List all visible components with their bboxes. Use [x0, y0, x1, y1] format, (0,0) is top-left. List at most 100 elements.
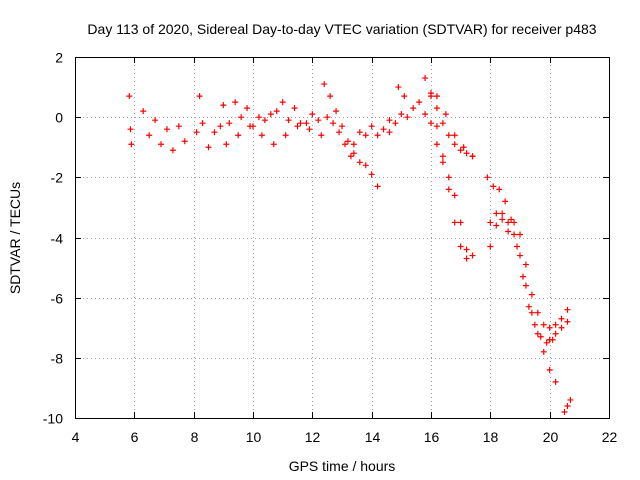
data-point [347, 153, 354, 160]
data-point [451, 192, 458, 199]
data-point [404, 114, 411, 121]
data-point [540, 321, 547, 328]
data-point [306, 126, 313, 133]
x-tick-label: 18 [483, 429, 499, 445]
data-point [392, 120, 399, 127]
series-arc-12 [433, 93, 476, 160]
series-arc-2 [223, 123, 325, 148]
data-point [199, 120, 206, 127]
data-point [223, 141, 230, 148]
data-point [451, 219, 458, 226]
data-point [291, 105, 298, 112]
data-point [484, 174, 491, 181]
data-point [517, 252, 523, 259]
data-point [140, 108, 147, 115]
data-point [442, 111, 449, 118]
y-tick-label: -10 [43, 411, 63, 427]
data-point [368, 171, 375, 178]
data-point [433, 93, 440, 100]
data-point [416, 99, 423, 106]
data-point [463, 150, 470, 157]
data-point [315, 117, 322, 124]
series-arc-16 [546, 318, 571, 343]
data-point [505, 228, 512, 235]
x-axis-label: GPS time / hours [289, 458, 396, 474]
data-point [386, 117, 393, 124]
data-point [564, 318, 571, 325]
data-point [490, 183, 497, 190]
x-tick-label: 22 [602, 429, 618, 445]
data-point [558, 315, 565, 322]
data-point [422, 111, 429, 118]
data-point [433, 141, 440, 148]
data-point [433, 105, 440, 112]
data-point [193, 129, 200, 136]
data-point [428, 120, 434, 127]
data-point [146, 132, 153, 139]
data-point [232, 99, 239, 106]
data-point [279, 99, 286, 106]
data-point [356, 159, 363, 166]
data-point [511, 231, 518, 238]
y-tick-label: -4 [51, 231, 64, 247]
data-point [380, 126, 387, 133]
data-point [158, 141, 165, 148]
data-point [564, 402, 571, 409]
series-segment-1 [126, 93, 135, 148]
data-point [552, 378, 559, 385]
y-tick-label: -6 [51, 291, 64, 307]
data-point [330, 120, 337, 127]
data-point [196, 93, 203, 100]
data-point [205, 144, 212, 151]
data-point [368, 123, 375, 130]
data-points [126, 75, 574, 415]
data-point [309, 111, 316, 118]
data-point [398, 111, 405, 118]
data-point [285, 117, 292, 124]
series-arc-9 [422, 75, 476, 262]
data-point [517, 231, 523, 238]
y-tick-label: 0 [55, 110, 63, 126]
series-arc-13 [484, 174, 556, 346]
data-point [217, 123, 224, 130]
data-point [451, 141, 458, 148]
data-point [362, 162, 369, 169]
y-axis-label: SDTVAR / TECUs [7, 182, 23, 294]
data-point [499, 210, 506, 217]
y-tick-label: 2 [55, 50, 63, 66]
data-point [211, 129, 218, 136]
data-point [439, 159, 446, 166]
data-point [457, 219, 464, 226]
data-point [350, 141, 357, 148]
data-point [422, 75, 429, 82]
data-point [505, 219, 512, 226]
data-point [333, 108, 340, 115]
series-arc-4 [321, 81, 381, 190]
data-point [235, 132, 242, 139]
axis-ticks [75, 57, 610, 419]
data-point [552, 330, 559, 337]
series-arc-5 [324, 114, 354, 160]
data-point [273, 108, 280, 115]
series-arc-10 [428, 120, 470, 253]
data-point [567, 396, 574, 403]
data-point [546, 324, 553, 331]
data-point [386, 129, 393, 136]
x-tick-label: 4 [72, 429, 80, 445]
data-point [341, 141, 348, 148]
series-arc-11 [428, 90, 476, 160]
data-point [534, 309, 541, 316]
data-point [487, 243, 494, 250]
data-point [534, 330, 541, 337]
grid-lines [75, 57, 609, 418]
data-point [564, 306, 571, 313]
data-point [410, 105, 417, 112]
data-point [356, 129, 363, 136]
data-point [181, 138, 188, 145]
data-point [270, 141, 277, 148]
series-arc-1 [220, 99, 322, 127]
data-point [339, 123, 345, 130]
series-segment-2 [140, 108, 188, 154]
data-point [540, 348, 547, 355]
